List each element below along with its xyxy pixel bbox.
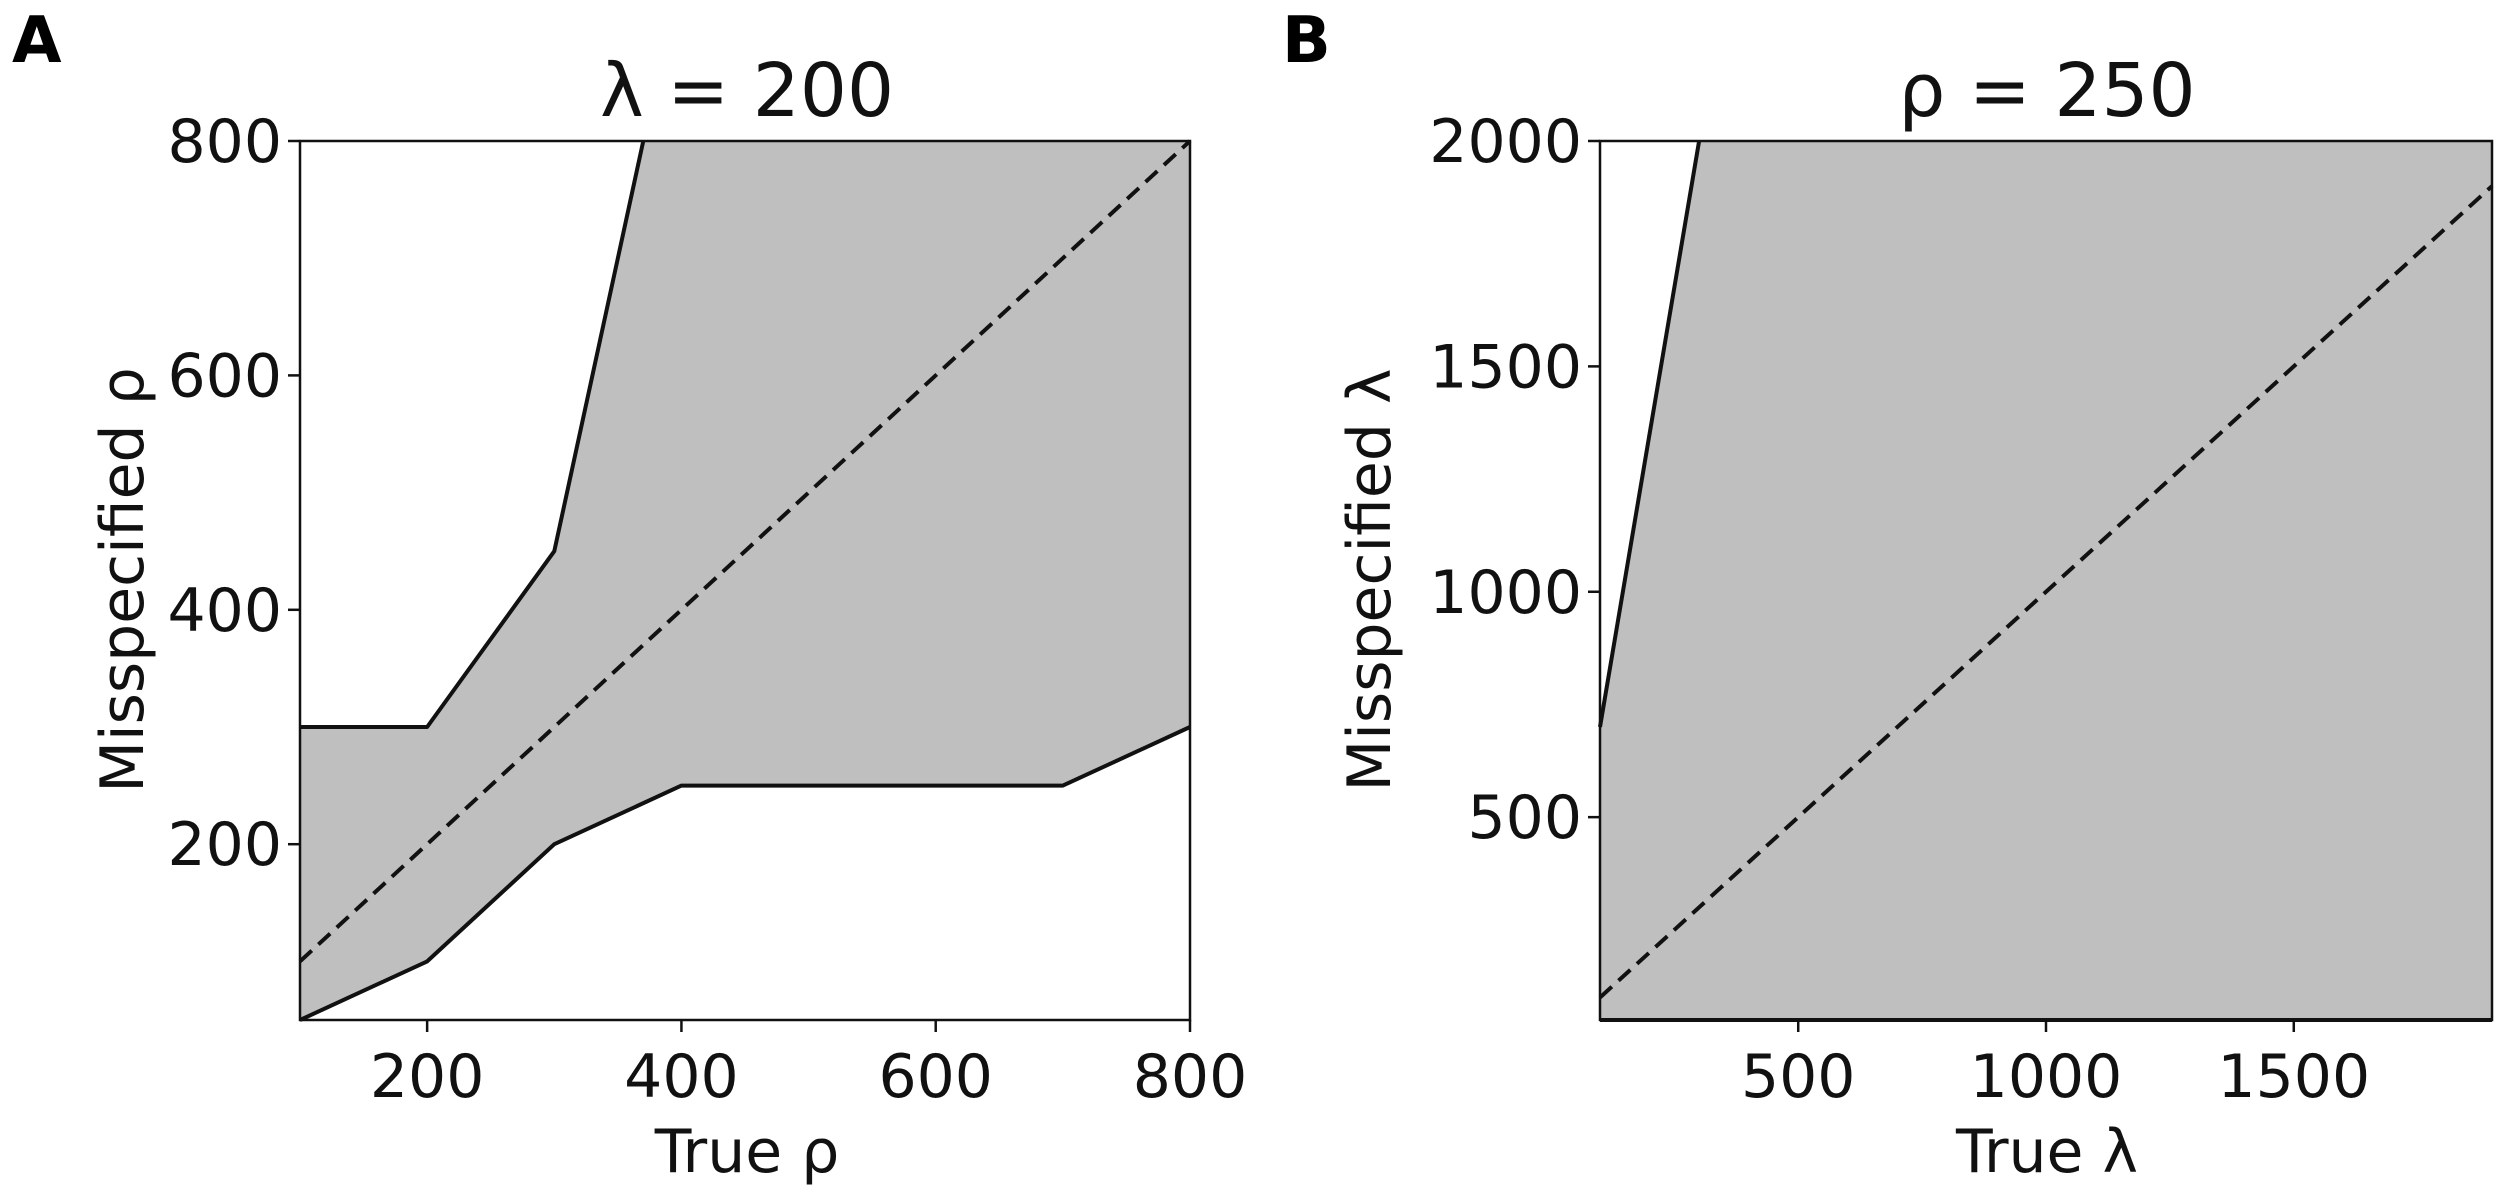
panel-label-a: A [12,4,62,78]
x-axis-label-b: True λ [1955,1117,2138,1187]
y-tick-label-b: 1000 [1429,558,1582,628]
y-tick-label-a: 200 [167,810,282,880]
y-tick-label-b: 2000 [1429,107,1582,177]
panel-label-b: B [1282,4,1331,78]
upper-boundary-line-a [300,140,646,729]
y-axis-label-a: Misspecified ρ [88,367,158,793]
x-tick-label-b: 500 [1741,1042,1856,1112]
identity-dashed-line-a [298,139,1192,963]
plot-area-a: 200 400 600 800 200 400 600 800 [167,107,1247,1112]
x-tick-label-a: 600 [878,1042,993,1112]
y-tick-label-a: 800 [167,107,282,177]
y-tick-label-b: 500 [1467,783,1582,853]
panel-b: B ρ = 250 500 1000 1500 500 1000 1500 2000 Tru… [1282,4,2494,1187]
x-tick-label-a: 800 [1133,1042,1248,1112]
x-tick-label-a: 400 [624,1042,739,1112]
x-tick-label-b: 1000 [1970,1042,2123,1112]
upper-boundary-line-b [1598,140,1702,728]
y-tick-label-a: 600 [167,341,282,411]
chart-title-a: λ = 200 [600,48,894,134]
plot-area-b: 500 1000 1500 500 1000 1500 2000 [1429,107,2494,1112]
identity-dashed-line-b [1598,184,2494,999]
y-axis-label-b: Misspecified λ [1335,369,1405,792]
x-tick-label-b: 1500 [2217,1042,2370,1112]
panel-a: A λ = 200 200 400 600 800 200 400 600 800 True … [12,4,1247,1187]
x-axis-label-a: True ρ [654,1117,840,1187]
shaded-region-a [300,141,1190,1020]
y-tick-label-b: 1500 [1429,332,1582,402]
axes-frame-a [298,139,1192,1022]
shaded-region-b [1600,141,2492,1020]
x-tick-label-a: 200 [370,1042,485,1112]
lower-boundary-line-a [299,725,1191,1022]
chart-title-b: ρ = 250 [1898,48,2195,134]
y-tick-label-a: 400 [167,576,282,646]
